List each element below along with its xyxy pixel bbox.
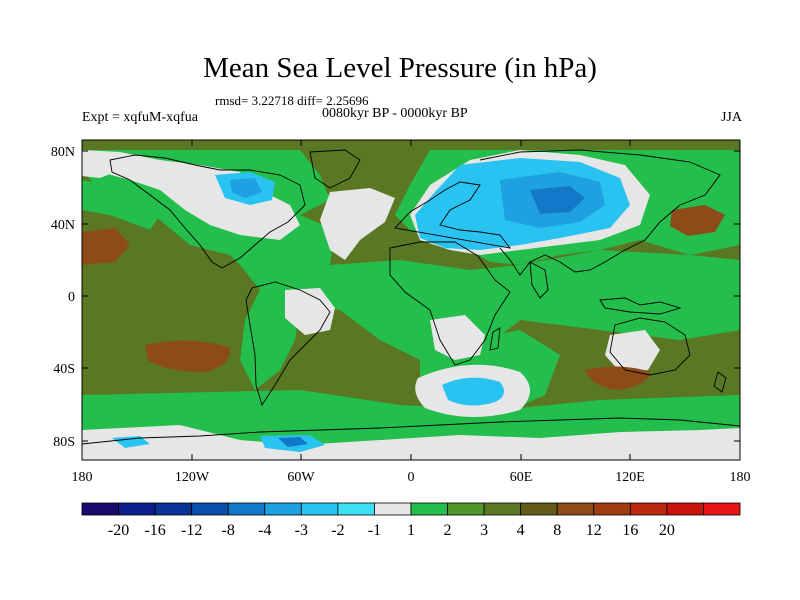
greenland-coast: [309, 149, 361, 189]
north-atlantic-gray: [320, 188, 395, 260]
antarctic-negative-west: [112, 436, 150, 448]
antarctic-gray: [82, 425, 740, 460]
colorbar-swatch: [520, 502, 558, 516]
colorbar-label: 4: [517, 522, 525, 539]
tropical-atlantic-green: [260, 250, 740, 360]
colorbar-label: -3: [295, 522, 308, 539]
south-atlantic-negative: [442, 377, 504, 406]
coastlines: [82, 149, 740, 445]
colorbar-swatch: [447, 502, 485, 516]
colorbar-swatch: [154, 502, 193, 516]
colorbar-swatch: [81, 502, 119, 516]
colorbar-label: -4: [258, 522, 271, 539]
colorbar-swatch: [191, 502, 229, 516]
antarctica-coast: [82, 417, 740, 445]
canada-negative-mid: [230, 178, 262, 198]
pressure-field: [82, 140, 740, 460]
australia-coast: [609, 317, 691, 376]
positive-high-regions: [82, 205, 725, 390]
india-coast: [529, 261, 549, 299]
negative-strong-regions: [278, 186, 585, 447]
madagascar-coast: [489, 327, 501, 351]
colorbar-label: 16: [622, 522, 638, 539]
colorbar-swatch: [227, 502, 266, 516]
season-label: JJA: [720, 110, 742, 125]
colorbar-label: 12: [586, 522, 602, 539]
antarctic-negative-strong: [278, 437, 308, 447]
colorbar-label: -1: [368, 522, 381, 539]
colorbar-label: -8: [222, 522, 235, 539]
colorbar-swatch: [410, 502, 448, 516]
colorbar-label: 8: [553, 522, 561, 539]
lat-label-0: 0: [68, 290, 75, 305]
colorbar-swatch: [629, 502, 668, 516]
lon-label-120w: 120W: [175, 470, 210, 485]
lon-label-60e: 60E: [510, 470, 533, 485]
indian-ocean-high: [585, 366, 650, 390]
colorbar-swatch: [118, 502, 156, 516]
lon-label-120e: 120E: [615, 470, 645, 485]
colorbar-label: -16: [144, 522, 165, 539]
colorbar-swatch: [374, 502, 412, 516]
lon-label-60w: 60W: [287, 470, 315, 485]
north-pacific-green: [82, 180, 160, 230]
colorbar-swatch: [556, 502, 595, 516]
colorbar-label: 2: [444, 522, 452, 539]
lat-label-40n: 40N: [51, 218, 75, 233]
south-pacific-high: [145, 340, 231, 372]
asia-coast: [479, 149, 721, 276]
africa-coast: [389, 241, 511, 366]
lat-label-80s: 80S: [53, 435, 75, 450]
experiment-label: Expt = xqfuM-xqfua: [82, 110, 198, 125]
africa-gray: [430, 315, 485, 360]
australia-gray: [605, 330, 660, 372]
latitude-axis: 80N 40N 0 40S 80S: [51, 145, 740, 450]
north-america-coast: [109, 154, 306, 269]
west-pacific-high: [670, 205, 725, 236]
longitude-axis: 180 120W 60W 0 60E 120E 180: [72, 140, 751, 485]
lat-label-80n: 80N: [51, 145, 75, 160]
colorbar-swatch: [337, 502, 375, 516]
indonesia-coast: [599, 297, 682, 315]
brazil-gray: [285, 288, 335, 335]
colorbar-label: -12: [181, 522, 202, 539]
colorbar-swatch: [593, 502, 631, 516]
colorbar-swatch: [666, 502, 704, 516]
lon-label-180e: 180: [730, 470, 751, 485]
lat-label-40s: 40S: [53, 362, 75, 377]
colorbar-label: 20: [659, 522, 675, 539]
colorbar-label: 1: [407, 522, 415, 539]
colorbar: [81, 502, 741, 516]
map-title: Mean Sea Level Pressure (in hPa): [203, 52, 597, 84]
lon-label-0: 0: [408, 470, 415, 485]
europe-coast: [394, 181, 512, 249]
colorbar-label: -20: [108, 522, 129, 539]
colorbar-labels: -20 -16 -12 -8 -4 -3 -2 -1 1 2 3 4 8 12 16 20: [108, 522, 675, 539]
north-pacific-high: [82, 228, 130, 265]
colorbar-swatch: [703, 502, 741, 516]
americas-green: [225, 215, 335, 390]
arctic-gray: [82, 150, 300, 240]
colorbar-swatch: [300, 502, 339, 516]
new-zealand-coast: [713, 371, 727, 393]
period-label: 0080kyr BP - 0000kyr BP: [322, 106, 468, 121]
colorbar-label: 3: [480, 522, 488, 539]
colorbar-label: -2: [331, 522, 344, 539]
colorbar-swatch: [264, 502, 302, 516]
stats-label: rmsd= 3.22718 diff= 2.25696: [215, 93, 369, 108]
lon-label-180w: 180: [72, 470, 93, 485]
asia-negative-strong: [530, 186, 585, 214]
south-america-coast: [245, 281, 331, 407]
colorbar-swatch: [483, 502, 522, 516]
